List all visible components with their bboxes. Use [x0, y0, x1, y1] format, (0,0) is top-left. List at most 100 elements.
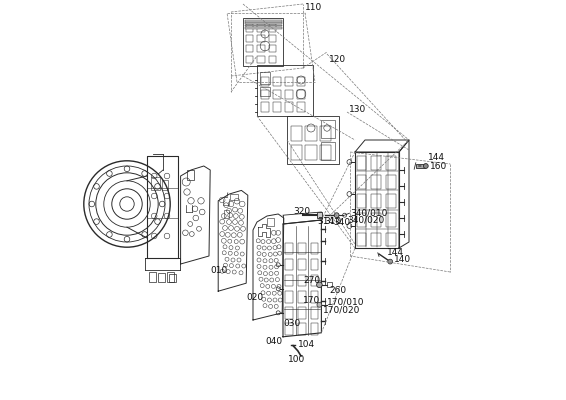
Bar	[311, 291, 319, 302]
Bar	[291, 126, 302, 141]
Bar	[151, 177, 160, 190]
Bar	[258, 24, 264, 32]
Text: 340/010: 340/010	[350, 209, 388, 218]
Circle shape	[423, 164, 428, 168]
Text: 030: 030	[283, 319, 300, 328]
Bar	[298, 243, 306, 254]
Bar	[298, 291, 306, 302]
Text: 144: 144	[428, 154, 445, 162]
Text: 120: 120	[329, 56, 346, 64]
Bar	[273, 102, 281, 112]
Bar	[371, 156, 381, 170]
Bar	[371, 175, 381, 189]
Text: 320: 320	[293, 207, 311, 216]
Bar	[258, 56, 264, 63]
Bar	[327, 282, 332, 287]
Bar	[285, 102, 293, 112]
Text: 314: 314	[317, 217, 334, 226]
Bar	[285, 291, 293, 302]
Bar	[311, 243, 319, 254]
Text: 144: 144	[387, 248, 404, 257]
Bar	[297, 77, 305, 86]
Bar	[269, 24, 276, 32]
Bar	[298, 307, 306, 319]
Bar	[357, 214, 366, 227]
Bar	[267, 218, 274, 226]
Bar	[285, 259, 293, 270]
Bar	[386, 214, 396, 227]
Bar	[285, 243, 293, 254]
Bar	[297, 90, 305, 99]
Bar	[258, 45, 264, 52]
Bar	[149, 272, 156, 282]
Bar	[224, 210, 229, 218]
Bar	[321, 142, 335, 160]
Bar	[285, 275, 293, 286]
Text: 110: 110	[305, 4, 322, 12]
Bar	[416, 164, 424, 168]
Bar	[298, 323, 306, 335]
Text: 040: 040	[265, 337, 282, 346]
Text: 140: 140	[394, 256, 411, 264]
Bar	[320, 126, 331, 141]
Text: 310: 310	[325, 217, 342, 226]
Bar	[357, 194, 366, 208]
Bar	[321, 120, 335, 138]
Bar	[269, 35, 276, 42]
Bar	[245, 22, 282, 24]
Bar	[285, 307, 293, 319]
Bar	[269, 45, 276, 52]
Text: 170/020: 170/020	[323, 305, 361, 314]
Bar	[245, 20, 282, 22]
Bar	[371, 214, 381, 227]
Bar	[297, 102, 305, 112]
Circle shape	[317, 302, 322, 307]
Bar	[230, 194, 238, 200]
Bar	[311, 275, 319, 286]
Bar	[357, 156, 366, 170]
Circle shape	[334, 213, 339, 218]
Bar	[162, 180, 168, 190]
Bar	[246, 45, 254, 52]
Bar	[245, 25, 282, 26]
Circle shape	[316, 282, 322, 288]
Bar	[246, 24, 254, 32]
Bar	[245, 27, 282, 29]
Bar	[260, 72, 270, 84]
Text: 020: 020	[246, 294, 263, 302]
Bar	[386, 156, 396, 170]
Text: 270: 270	[303, 276, 320, 285]
Text: 260: 260	[329, 286, 346, 295]
Text: 170/010: 170/010	[327, 297, 365, 306]
Bar	[246, 56, 254, 63]
Bar	[269, 56, 276, 63]
Bar	[386, 233, 396, 246]
Bar	[257, 65, 313, 116]
Bar	[169, 274, 176, 282]
Bar	[298, 275, 306, 286]
Bar	[243, 18, 283, 66]
Bar	[291, 145, 302, 160]
Bar	[306, 145, 316, 160]
Bar	[187, 170, 194, 180]
Bar	[386, 194, 396, 208]
Bar	[306, 126, 316, 141]
Text: 130: 130	[349, 106, 366, 114]
Bar	[273, 77, 281, 86]
Bar	[311, 307, 319, 319]
Bar	[371, 194, 381, 208]
Bar	[318, 212, 322, 218]
Bar	[258, 35, 264, 42]
Bar	[285, 90, 293, 99]
Bar	[357, 175, 366, 189]
Bar	[371, 233, 381, 246]
Bar	[167, 272, 174, 282]
Text: 010: 010	[210, 266, 228, 275]
Text: 340/020: 340/020	[348, 216, 385, 224]
Bar	[311, 323, 319, 335]
Bar	[386, 175, 396, 189]
Bar	[285, 323, 293, 335]
Text: 100: 100	[288, 356, 306, 364]
Bar	[320, 145, 331, 160]
Bar	[261, 90, 269, 99]
